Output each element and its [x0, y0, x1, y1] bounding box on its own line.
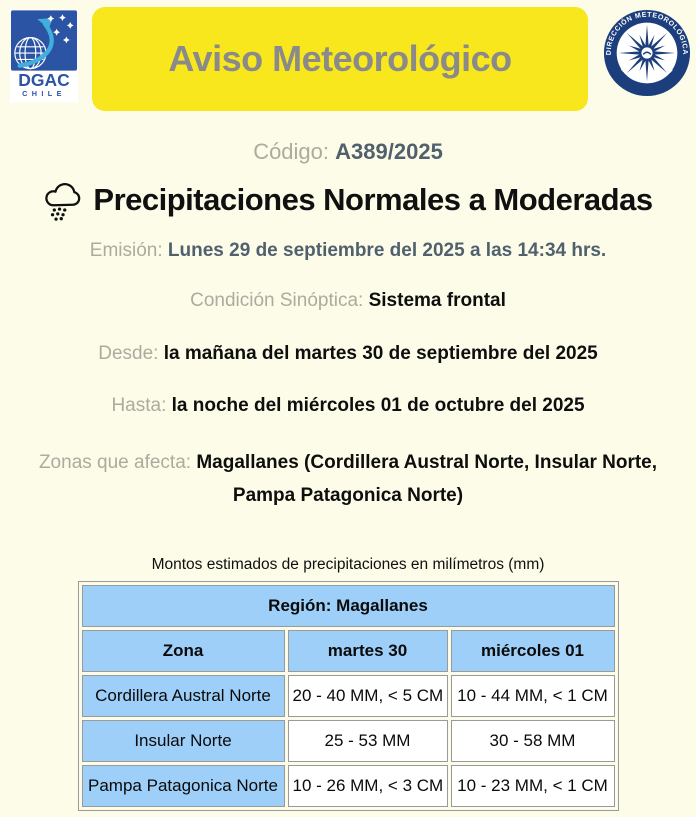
- zonas-line: Zonas que afecta: Magallanes (Cordillera…: [0, 446, 696, 512]
- value-cell: 10 - 23 MM, < 1 CM: [450, 765, 615, 807]
- banner-title: Aviso Meteorológico: [168, 38, 512, 79]
- hasta-line: Hasta: la noche del miércoles 01 de octu…: [0, 394, 696, 418]
- zona-cell: Pampa Patagonica Norte: [81, 765, 285, 807]
- hasta-value: la noche del miércoles 01 de octubre del…: [171, 395, 585, 416]
- desde-label: Desde:: [98, 343, 159, 364]
- desde-value: la mañana del martes 30 de septiembre de…: [163, 343, 598, 364]
- precip-table: Región: Magallanes Zona martes 30 miérco…: [77, 581, 619, 811]
- table-row: Insular Norte 25 - 53 MM 30 - 58 MM: [81, 720, 615, 762]
- zonas-label: Zonas que afecta:: [38, 452, 192, 473]
- banner: Aviso Meteorológico: [92, 7, 588, 111]
- meteochile-seal-icon: DIRECCIÓN METEOROLÓGICA METEOCHILE: [603, 9, 691, 97]
- header: DGAC CHILE Aviso Meteorológico DIRECCIÓN…: [0, 0, 696, 111]
- codigo-label: Código:: [253, 139, 330, 164]
- value-cell: 10 - 26 MM, < 3 CM: [287, 765, 448, 807]
- value-cell: 20 - 40 MM, < 5 CM: [287, 675, 448, 717]
- column-header-martes-30: martes 30: [287, 630, 448, 672]
- column-header-row: Zona martes 30 miércoles 01: [81, 630, 615, 672]
- desde-line: Desde: la mañana del martes 30 de septie…: [0, 342, 696, 366]
- value-cell: 25 - 53 MM: [287, 720, 448, 762]
- region-header-row: Región: Magallanes: [81, 585, 615, 627]
- zonas-value: Magallanes (Cordillera Austral Norte, In…: [196, 452, 658, 506]
- zona-cell: Insular Norte: [81, 720, 285, 762]
- zona-cell: Cordillera Austral Norte: [81, 675, 285, 717]
- value-cell: 30 - 58 MM: [450, 720, 615, 762]
- region-header-cell: Región: Magallanes: [81, 585, 615, 627]
- emision-value: Lunes 29 de septiembre del 2025 a las 14…: [167, 240, 607, 261]
- cloud-drizzle-icon: [45, 183, 81, 221]
- condicion-line: Condición Sinóptica: Sistema frontal: [0, 289, 696, 313]
- table-row: Cordillera Austral Norte 20 - 40 MM, < 5…: [81, 675, 615, 717]
- table-caption: Montos estimados de precipitaciones en m…: [151, 556, 545, 573]
- codigo-value: A389/2025: [335, 139, 443, 164]
- dgac-logo-subtext: CHILE: [22, 89, 66, 98]
- column-header-zona: Zona: [81, 630, 285, 672]
- hasta-label: Hasta:: [111, 395, 167, 416]
- dgac-logo-icon: DGAC CHILE: [10, 9, 78, 103]
- advisory-title-line: Precipitaciones Normales a Moderadas: [0, 178, 696, 222]
- condicion-label: Condición Sinóptica:: [190, 290, 364, 311]
- column-header-miercoles-01: miércoles 01: [450, 630, 615, 672]
- dgac-logo-text: DGAC: [18, 70, 70, 90]
- emision-line: Emisión: Lunes 29 de septiembre del 2025…: [0, 239, 696, 263]
- codigo-line: Código: A389/2025: [0, 139, 696, 165]
- emision-label: Emisión:: [89, 240, 163, 261]
- value-cell: 10 - 44 MM, < 1 CM: [450, 675, 615, 717]
- advisory-title: Precipitaciones Normales a Moderadas: [93, 182, 653, 217]
- condicion-value: Sistema frontal: [368, 290, 506, 311]
- table-row: Pampa Patagonica Norte 10 - 26 MM, < 3 C…: [81, 765, 615, 807]
